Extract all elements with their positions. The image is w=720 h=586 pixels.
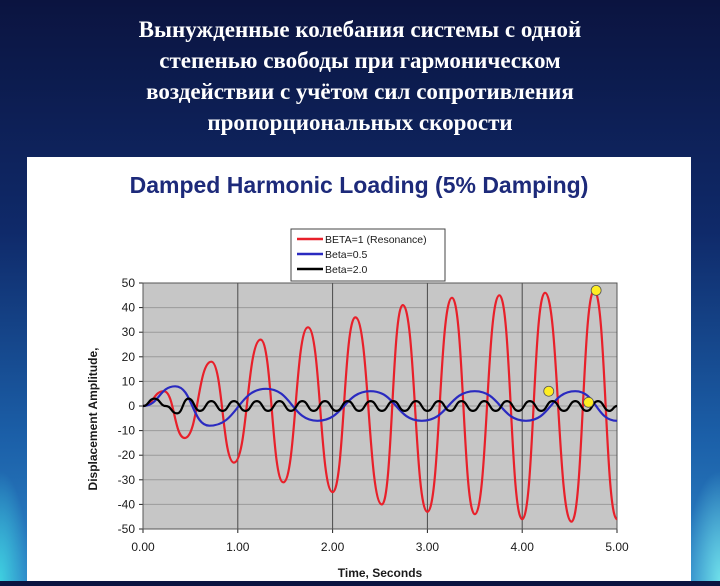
y-tick-label: 50 xyxy=(122,276,136,290)
series-line-0 xyxy=(142,289,619,523)
title-line-1: Вынужденные колебания системы с одной xyxy=(138,17,582,42)
chart-panel: Damped Harmonic Loading (5% Damping) 50 4… xyxy=(27,157,691,581)
x-tick-label: 4.00 xyxy=(511,540,535,554)
legend-entry: Beta=0.5 xyxy=(325,249,367,261)
x-axis-label: Time, Seconds xyxy=(338,566,423,580)
title-line-3: воздействии с учётом сил сопротивления xyxy=(146,79,574,104)
x-tick-label: 0.00 xyxy=(131,540,155,554)
x-tick-label: 3.00 xyxy=(416,540,440,554)
y-tick-label: 20 xyxy=(122,350,136,364)
series-line-2 xyxy=(142,397,618,415)
chart-title: Damped Harmonic Loading (5% Damping) xyxy=(130,172,589,198)
x-tick-label: 5.00 xyxy=(605,540,629,554)
x-tick-label: 1.00 xyxy=(226,540,250,554)
chart-svg: Damped Harmonic Loading (5% Damping) 50 4… xyxy=(86,172,629,580)
y-tick-label: 0 xyxy=(128,399,135,413)
y-tick-label: 10 xyxy=(122,374,136,388)
y-tick-label: -40 xyxy=(118,497,136,511)
y-axis-label: Displacement Amplitude, xyxy=(86,348,100,491)
highlight-marker xyxy=(583,396,594,408)
slide-title: Вынужденные колебания системы с одной ст… xyxy=(40,14,680,138)
highlight-marker xyxy=(543,385,555,397)
highlight-marker xyxy=(590,284,602,296)
legend-entry: Beta=2.0 xyxy=(325,264,367,276)
axes: 50 40 30 20 10 0 -10 -20 -30 -40 -50 0.00 1.00 2.00 3.… xyxy=(118,276,629,554)
highlight-markers xyxy=(543,284,602,408)
y-tick-label: 40 xyxy=(122,301,136,315)
legend: BETA=1 (Resonance) Beta=0.5 Beta=2.0 xyxy=(290,228,446,282)
y-tick-label: -20 xyxy=(118,448,136,462)
y-tick-label: -50 xyxy=(118,522,136,536)
series-line-1 xyxy=(142,385,618,427)
title-line-4: пропорциональных скорости xyxy=(207,110,513,135)
series-lines xyxy=(142,289,619,523)
decorative-glow-left xyxy=(0,470,30,581)
y-tick-label: 30 xyxy=(122,325,136,339)
x-tick-label: 2.00 xyxy=(321,540,345,554)
y-tick-label: -30 xyxy=(118,473,136,487)
legend-entry: BETA=1 (Resonance) xyxy=(325,234,427,246)
title-line-2: степенью свободы при гармоническом xyxy=(159,48,561,73)
y-tick-label: -10 xyxy=(118,424,136,438)
